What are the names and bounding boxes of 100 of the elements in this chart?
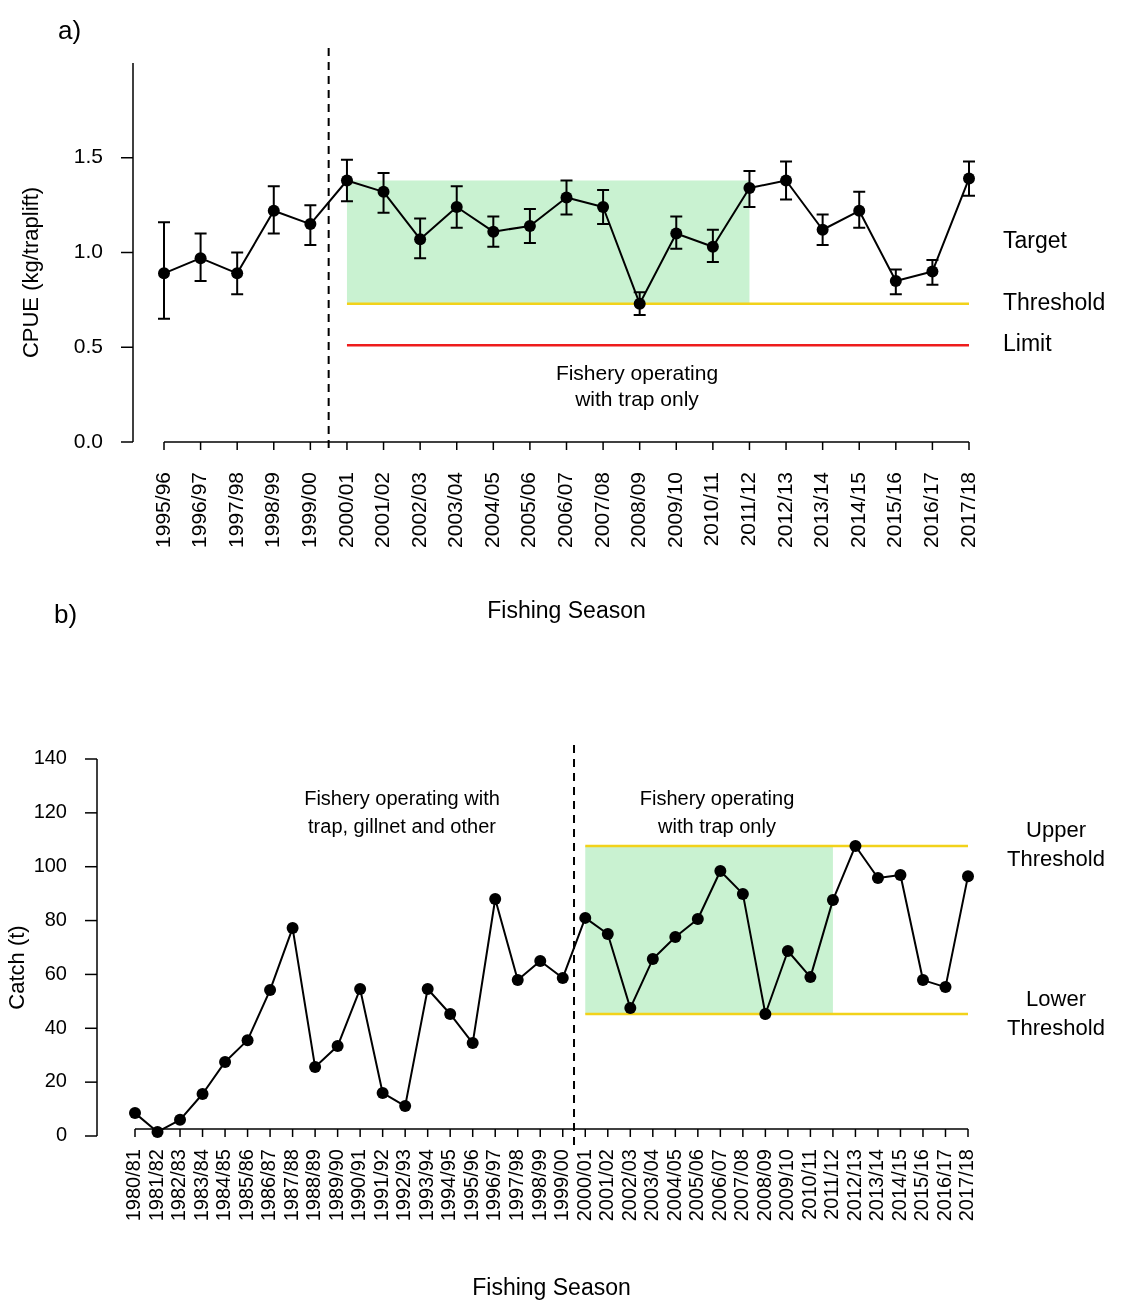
x-tick-label: 1997/98 [223,472,247,548]
point [399,1100,412,1113]
point [894,869,907,882]
x-tick-label: 2006/07 [553,472,577,548]
x-tick-label: 1983/84 [189,1149,212,1222]
x-tick-label: 2009/10 [775,1149,798,1222]
point [376,1086,389,1099]
point [450,201,463,214]
point [331,1040,344,1053]
y-tick-label: 1.5 [73,144,103,168]
point [889,274,902,287]
point [151,1125,164,1138]
point [926,265,939,278]
chart-title: a) [58,14,82,45]
point [579,911,592,924]
x-tick-label: 1999/00 [550,1149,573,1222]
point [597,201,610,214]
point [421,982,434,995]
x-tick-label: 1992/93 [392,1149,415,1222]
annotation: Fishery operating with trap, gillnet and other [304,787,500,838]
x-tick-label: 2002/03 [617,1149,640,1222]
x-tick-label: 1987/88 [279,1149,302,1222]
point [781,945,794,957]
x-tick-label: 1986/87 [257,1149,280,1222]
x-tick-label: 1998/99 [260,472,284,548]
y-tick-label: 120 [33,800,67,823]
point [743,182,756,195]
x-tick-label: 2005/06 [516,472,540,548]
point [669,931,682,943]
x-tick-label: 1994/95 [437,1149,460,1222]
x-tick-label: 2007/08 [730,1149,753,1222]
x-tick-label: 2008/09 [752,1149,775,1222]
ref-line-label: Limit [1003,330,1053,357]
point [560,191,573,204]
x-tick-label: 2000/01 [333,472,357,548]
x-tick-label: 2015/16 [910,1149,933,1222]
x-tick-label: 2011/12 [736,472,759,547]
x-tick-label: 2003/04 [443,471,467,548]
text: Target [1003,227,1068,254]
point [804,971,817,984]
point [354,982,367,995]
x-tick-label: 1980/81 [122,1149,145,1222]
point [963,172,975,185]
point [916,974,929,987]
annotation: Fishery operating with trap only [639,787,795,838]
x-tick-label: 2007/08 [589,472,613,548]
annotation: Fishery operating with trap only [555,360,719,410]
x-tick-label: 2004/05 [479,472,503,548]
point [962,870,974,883]
x-tick-label: 2006/07 [707,1149,730,1222]
point [267,204,280,217]
x-tick-label: 2004/05 [662,1149,685,1222]
point [849,839,862,852]
x-tick-label: 2017/18 [955,472,979,548]
x-tick-label: 2014/15 [887,1149,910,1222]
point [706,240,719,253]
y-tick-label: 40 [44,1015,67,1038]
point [264,984,277,997]
point [309,1061,322,1074]
point [231,267,244,280]
point [241,1034,254,1047]
x-axis-title: Fishing Season [472,1274,631,1301]
x-tick-label: 1998/99 [527,1149,550,1222]
point [304,218,317,231]
x-tick-label: 2016/17 [918,472,942,548]
point [556,971,569,984]
point [871,872,884,885]
x-tick-label: 2016/17 [932,1149,955,1222]
y-tick-label: 1.0 [73,239,103,263]
x-tick-label: 1996/97 [482,1149,505,1222]
point [691,912,704,925]
point [736,887,749,900]
point [286,922,299,935]
point [780,174,793,187]
y-tick-label: 140 [33,746,67,769]
x-tick-label: 2005/06 [685,1149,708,1222]
x-tick-label: 2014/15 [845,472,869,548]
x-tick-label: 1981/82 [144,1149,167,1222]
x-tick-label: 1996/97 [187,472,211,548]
x-tick-label: 2012/13 [772,472,796,548]
point [487,225,500,238]
y-axis-title: Catch (t) [3,925,29,1010]
x-tick-label: 2011/12 [820,1149,843,1220]
x-tick-label: 1999/00 [296,472,320,548]
point [219,1055,232,1068]
x-tick-label: 2001/02 [370,472,394,548]
x-tick-label: 1990/91 [347,1149,370,1222]
x-tick-label: 2002/03 [406,472,430,548]
point [466,1037,479,1050]
x-tick-label: 1991/92 [369,1149,392,1222]
point [534,954,547,967]
point [414,233,427,246]
x-tick-label: 2003/04 [640,1149,663,1222]
point [194,252,207,265]
x-tick-label: 1982/83 [167,1149,190,1222]
point [523,219,536,232]
y-tick-label: 60 [44,961,67,984]
ref-line-label: Upper Threshold [1007,817,1105,872]
ref-line-label: Threshold [1003,288,1106,315]
point [158,267,170,280]
